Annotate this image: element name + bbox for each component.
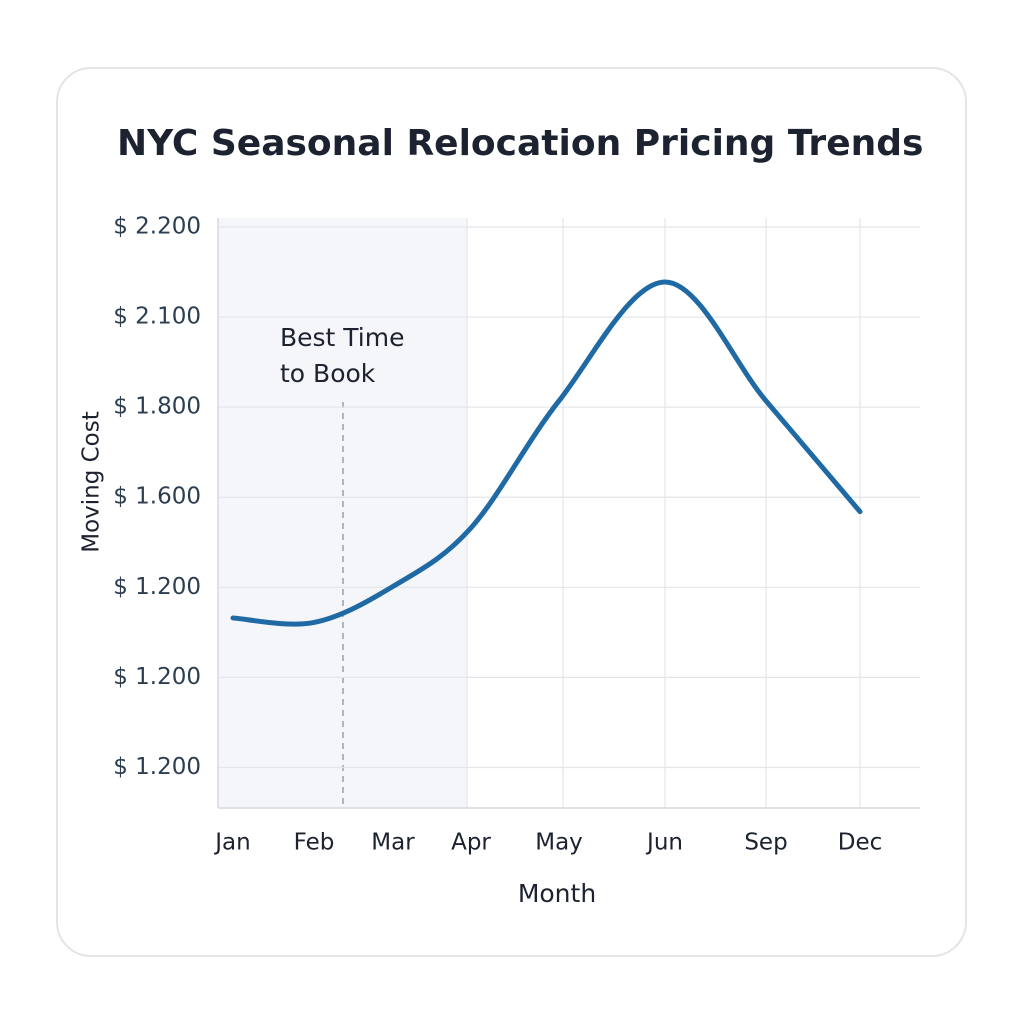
card xyxy=(56,67,967,957)
y-tick-label: $ 2.200 xyxy=(113,214,201,240)
y-tick-label: $ 1.200 xyxy=(113,574,201,600)
price-line xyxy=(230,279,863,627)
y-tick-label: $ 2.100 xyxy=(113,304,201,330)
x-tick-label: Sep xyxy=(744,830,787,856)
y-tick-label: $ 1.200 xyxy=(113,664,201,690)
annotation: Best Time to Book xyxy=(280,323,405,388)
y-tick-label: $ 1.800 xyxy=(113,394,201,420)
x-tick-label: May xyxy=(535,830,583,856)
x-tick-label: Dec xyxy=(838,830,883,856)
annotation-box: Best Time to Book xyxy=(280,323,405,388)
x-tick-label: Jan xyxy=(213,830,250,856)
x-tick-label: Mar xyxy=(371,830,415,856)
x-tick-label: Jun xyxy=(645,830,683,856)
plot: $ 2.200 $ 2.100 $ 1.800 $ 1.600 $ 1.200 $ 1.2… xyxy=(113,214,920,856)
y-tick-label: $ 1.600 xyxy=(113,484,201,510)
y-tick-label: $ 1.200 xyxy=(113,754,201,780)
x-tick-label: Apr xyxy=(451,830,491,856)
y-axis-label: Moving Cost xyxy=(79,411,105,553)
x-axis-label: Month xyxy=(518,879,596,908)
x-tick-label: Feb xyxy=(294,830,335,856)
chart-title: NYC Seasonal Relocation Pricing Trends xyxy=(117,123,923,164)
